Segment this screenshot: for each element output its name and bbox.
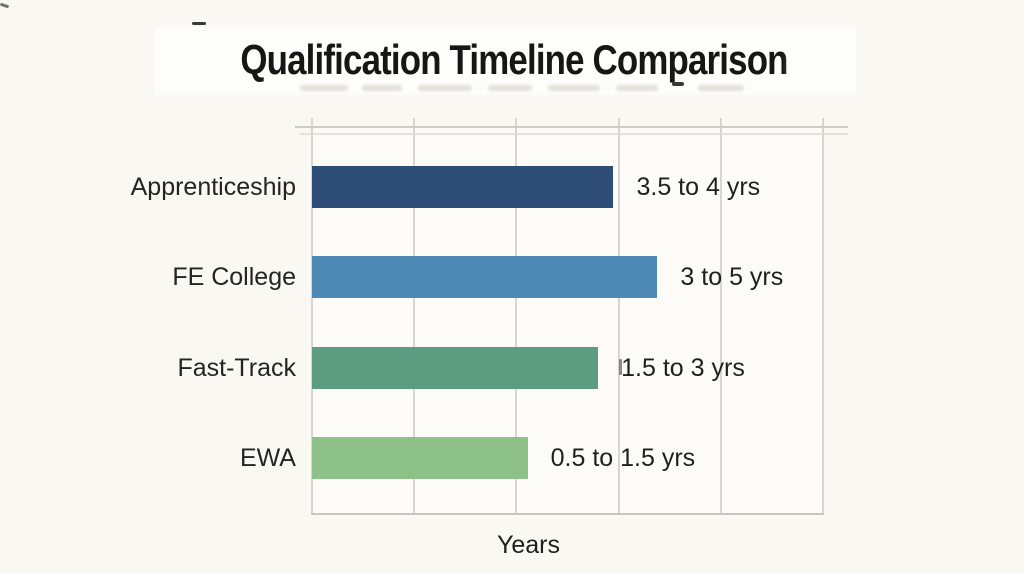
bar-ewa [312,437,528,479]
category-label-ewa: EWA [239,444,296,472]
bar-fast-track [312,347,599,389]
plot-area: 3.5 to 4 yrs 3 to 5 yrs 1.5 to 3 yrs 0.5 to… [312,127,823,514]
title-panel [155,27,855,95]
ghost-text-artifact [548,85,600,91]
bar-row: 1.5 to 3 yrs [312,347,823,389]
gridline-vertical [719,118,722,514]
smudge-artifact [672,82,684,86]
value-label: 1.5 to 3 yrs [621,353,745,382]
gridline-vertical [413,118,416,514]
smudge-artifact [192,22,206,25]
gridline-vertical [311,118,313,514]
ghost-text-artifact [362,85,402,91]
category-label-apprenticeship: Apprenticeship [130,173,296,201]
value-label: 3.5 to 4 yrs [636,172,761,201]
gridline-vertical [822,118,824,514]
title-right-fade [782,27,856,95]
x-axis-title: Years [496,531,560,559]
x-axis-line [311,513,824,515]
ghost-text-artifact [300,85,348,91]
plot-top-border-secondary [300,133,848,135]
value-label: 0.5 to 1.5 yrs [550,443,696,472]
ghost-text-artifact [418,85,472,91]
gridline-vertical [515,118,518,514]
category-label-fe-college: FE College [172,263,296,291]
ghost-text-artifact [698,85,744,91]
gridline-vertical [617,118,620,514]
smudge-artifact [0,2,10,9]
bar-row: 3 to 5 yrs [312,256,823,298]
ghost-text-artifact [616,85,658,91]
stray-mark-artifact [619,359,622,375]
value-label: 3 to 5 yrs [680,262,784,291]
plot-top-border [295,126,848,128]
ghost-text-artifact [488,85,532,91]
chart-title: Qualification Timeline Comparison [240,36,788,83]
bar-fe-college [312,256,658,298]
category-label-fast-track: Fast-Track [177,354,296,382]
bar-row: 3.5 to 4 yrs [312,166,823,208]
bar-row: 0.5 to 1.5 yrs [312,437,823,479]
bar-apprenticeship [312,166,614,208]
